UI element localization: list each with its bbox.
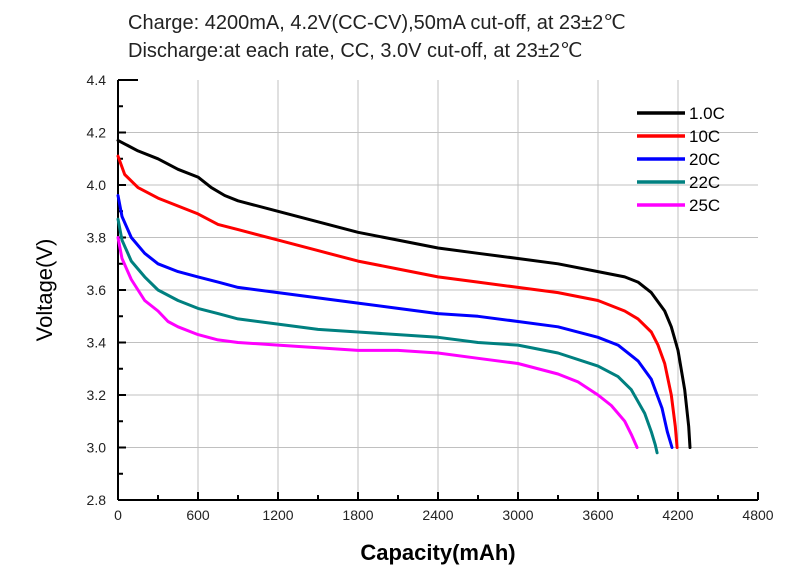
series-line-22C [116,217,659,455]
x-tick-label: 4200 [662,507,693,523]
y-tick-label: 3.0 [87,440,107,456]
y-tick-label: 3.8 [87,230,107,246]
x-tick-label: 3000 [502,507,533,523]
x-tick-label: 0 [114,507,122,523]
legend-label: 25C [689,196,720,215]
legend-label: 20C [689,150,720,169]
y-tick-label: 4.0 [87,177,107,193]
legend-label: 22C [689,173,720,192]
x-tick-label: 3600 [582,507,613,523]
series-line-1_0C [116,138,692,449]
y-tick-label: 2.8 [87,492,107,508]
series-line-10C [116,154,679,449]
y-tick-label: 4.4 [87,72,107,88]
legend-label: 1.0C [689,104,725,123]
x-tick-label: 600 [186,507,210,523]
y-axis-label: Voltage(V) [32,239,57,342]
x-tick-label: 1200 [262,507,293,523]
y-tick-label: 4.2 [87,125,107,141]
chart-title-line-1: Charge: 4200mA, 4.2V(CC-CV),50mA cut-off… [128,12,626,34]
y-tick-label: 3.4 [87,335,107,351]
chart-title-line-2: Discharge:at each rate, CC, 3.0V cut-off… [128,40,583,62]
x-tick-label: 4800 [742,507,773,523]
series-line-20C [116,194,674,449]
x-tick-label: 1800 [342,507,373,523]
y-tick-label: 3.2 [87,387,107,403]
y-tick-label: 3.6 [87,282,107,298]
x-tick-label: 2400 [422,507,453,523]
legend-label: 10C [689,127,720,146]
series-line-25C [116,236,639,449]
x-axis-label: Capacity(mAh) [360,540,515,565]
